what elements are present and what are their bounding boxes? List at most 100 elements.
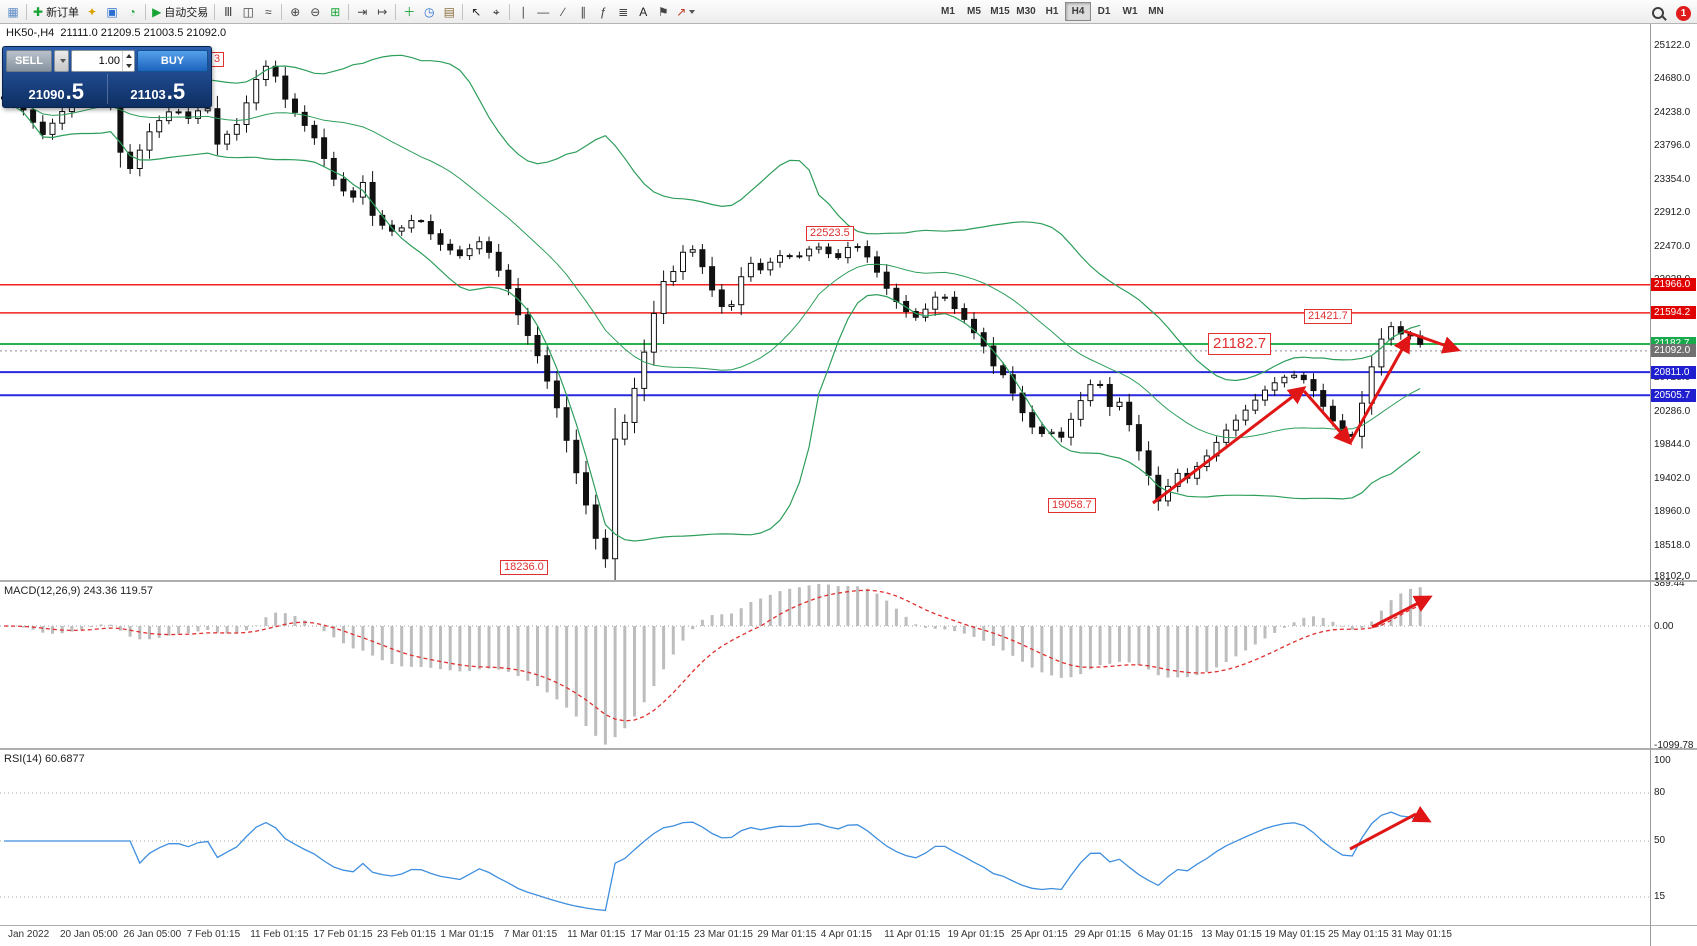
chart-window-button[interactable]: ▦	[3, 2, 23, 22]
templates-button[interactable]: ▤	[439, 2, 459, 22]
toolbar-separator	[214, 3, 216, 20]
timeframe-bar: M1 M5 M15 M30 H1 H4 D1 W1 MN	[935, 2, 1169, 21]
periods-button[interactable]: ◷	[419, 2, 439, 22]
toolbar-separator	[26, 3, 27, 20]
search-button[interactable]	[1648, 3, 1668, 23]
volume-input[interactable]	[72, 51, 122, 71]
axis-price-label: 23796.0	[1654, 140, 1691, 152]
axis-price-label: 18518.0	[1654, 539, 1691, 551]
order-type-dropdown[interactable]	[54, 50, 69, 72]
history-button[interactable]: ◔	[122, 2, 142, 22]
candlestick-type-button[interactable]: ◫	[238, 2, 258, 22]
auto-scroll-button[interactable]: ⇥	[352, 2, 372, 22]
cursor-icon: ↖	[471, 4, 482, 19]
up-arrow-icon	[125, 54, 132, 59]
new-order-button[interactable]: ✚ 新订单	[30, 2, 82, 22]
toolbar-separator	[145, 3, 147, 20]
price-annotation: 21421.7	[1304, 308, 1352, 324]
zoom-in-button[interactable]: ⊕	[285, 2, 305, 22]
price-level-chip: 21092.0	[1651, 344, 1696, 358]
timeframe-m30[interactable]: M30	[1013, 2, 1039, 21]
history-icon: ◔	[128, 4, 136, 19]
arrows-tool-button[interactable]: ↗	[673, 2, 698, 22]
chevron-down-icon	[689, 9, 696, 14]
timeframe-m1[interactable]: M1	[935, 2, 961, 21]
charts-icon: ▣	[106, 4, 118, 19]
timeframe-d1[interactable]: D1	[1091, 2, 1117, 21]
trendline-icon: ∕	[562, 4, 565, 19]
notification-badge[interactable]: 1	[1676, 5, 1691, 21]
horizontal-line-button[interactable]: —	[533, 2, 553, 22]
indicators-button[interactable]: ＋	[399, 2, 419, 22]
new-order-button-icon: ✚	[33, 4, 44, 19]
line-chart-type-icon: ≈	[265, 4, 272, 19]
bar-chart-type-button[interactable]: Ⅲ	[218, 2, 238, 22]
panel-separator-rsi[interactable]	[0, 748, 1697, 750]
price-level-chip: 20505.7	[1651, 388, 1696, 402]
grid-button[interactable]: ≣	[613, 2, 633, 22]
bar-chart-type-icon: Ⅲ	[224, 4, 233, 19]
time-axis-label: 17 Feb 01:15	[313, 929, 373, 940]
volume-down-button[interactable]	[125, 62, 132, 70]
toolbar-separator	[509, 3, 511, 20]
equidistant-channel-button[interactable]: ∥	[573, 2, 593, 22]
axis-price-label: 18960.0	[1654, 506, 1691, 518]
time-axis-label: 11 Apr 01:15	[884, 929, 941, 940]
text-button[interactable]: A	[633, 2, 653, 22]
tile-windows-icon: ⊞	[330, 4, 341, 19]
time-axis-label: 23 Mar 01:15	[694, 929, 753, 940]
arrows-tool-icon: ↗	[676, 4, 687, 19]
rsi-label: RSI(14) 60.6877	[4, 753, 85, 765]
axis-price-label: 22912.0	[1654, 207, 1691, 219]
vertical-line-button[interactable]: ∣	[513, 2, 533, 22]
price-level-chip: 21966.0	[1651, 278, 1696, 292]
toolbar-icons: ▦ ✚ 新订单 ✦ ▣ ◔ ▶ 自动交易 Ⅲ ◫ ≈ ⊕ ⊖ ⊞ ⇥ ↦ ＋ ◷ ▤ ↖ ⌖ ∣ — ∕ ∥ ƒ ≣ A ⚑ ↗	[3, 0, 698, 24]
time-axis-label: 1 Mar 01:15	[440, 929, 494, 940]
down-arrow-icon	[125, 63, 132, 68]
timeframe-h1[interactable]: H1	[1039, 2, 1065, 21]
text-icon: A	[639, 4, 648, 19]
macd-label: MACD(12,26,9) 243.36 119.57	[4, 585, 153, 597]
time-axis-label: 7 Mar 01:15	[503, 929, 558, 940]
timeframe-h4[interactable]: H4	[1065, 2, 1091, 21]
toolbar-separator	[462, 3, 464, 20]
tile-windows-button[interactable]: ⊞	[325, 2, 345, 22]
chart-shift-button[interactable]: ↦	[372, 2, 392, 22]
fibonacci-button[interactable]: ƒ	[593, 2, 613, 22]
auto-trading-button[interactable]: ▶ 自动交易	[149, 2, 211, 22]
timeframe-m15[interactable]: M15	[987, 2, 1013, 21]
axis-price-label: 24238.0	[1654, 106, 1691, 118]
axis-price-label: 19402.0	[1654, 472, 1691, 484]
timeframe-w1[interactable]: W1	[1117, 2, 1143, 21]
zoom-out-button[interactable]: ⊖	[305, 2, 325, 22]
label-button[interactable]: ⚑	[653, 2, 673, 22]
horizontal-line-icon: —	[537, 4, 550, 19]
charts-button[interactable]: ▣	[102, 2, 122, 22]
crosshair-button[interactable]: ⌖	[486, 2, 506, 22]
timeframe-m5[interactable]: M5	[961, 2, 987, 21]
rsi-axis-label: 100	[1654, 755, 1671, 766]
toolbar-separator	[395, 3, 397, 20]
sell-button[interactable]: SELL	[6, 50, 52, 72]
expert-advisor-button[interactable]: ✦	[82, 2, 102, 22]
timeframe-mn[interactable]: MN	[1143, 2, 1169, 21]
trendline-button[interactable]: ∕	[553, 2, 573, 22]
macd-axis-label: 0.00	[1654, 621, 1674, 632]
chart-shift-icon: ↦	[377, 4, 388, 19]
rsi-axis-label: 15	[1654, 891, 1666, 902]
volume-up-button[interactable]	[125, 52, 132, 60]
panel-separator-macd[interactable]	[0, 580, 1697, 582]
axis-price-label: 22470.0	[1654, 240, 1691, 252]
line-chart-type-button[interactable]: ≈	[258, 2, 278, 22]
buy-button[interactable]: BUY	[137, 50, 208, 72]
time-axis-label: 31 May 01:15	[1391, 929, 1452, 940]
periods-icon: ◷	[424, 4, 435, 19]
time-axis-label: 11 Feb 01:15	[250, 929, 309, 940]
axis-price-label: 20286.0	[1654, 405, 1691, 417]
cursor-button[interactable]: ↖	[466, 2, 486, 22]
time-axis-label: 19 Apr 01:15	[947, 929, 1005, 940]
chevron-down-icon	[60, 59, 66, 63]
volume-field	[71, 50, 135, 72]
indicators-icon: ＋	[403, 4, 416, 19]
